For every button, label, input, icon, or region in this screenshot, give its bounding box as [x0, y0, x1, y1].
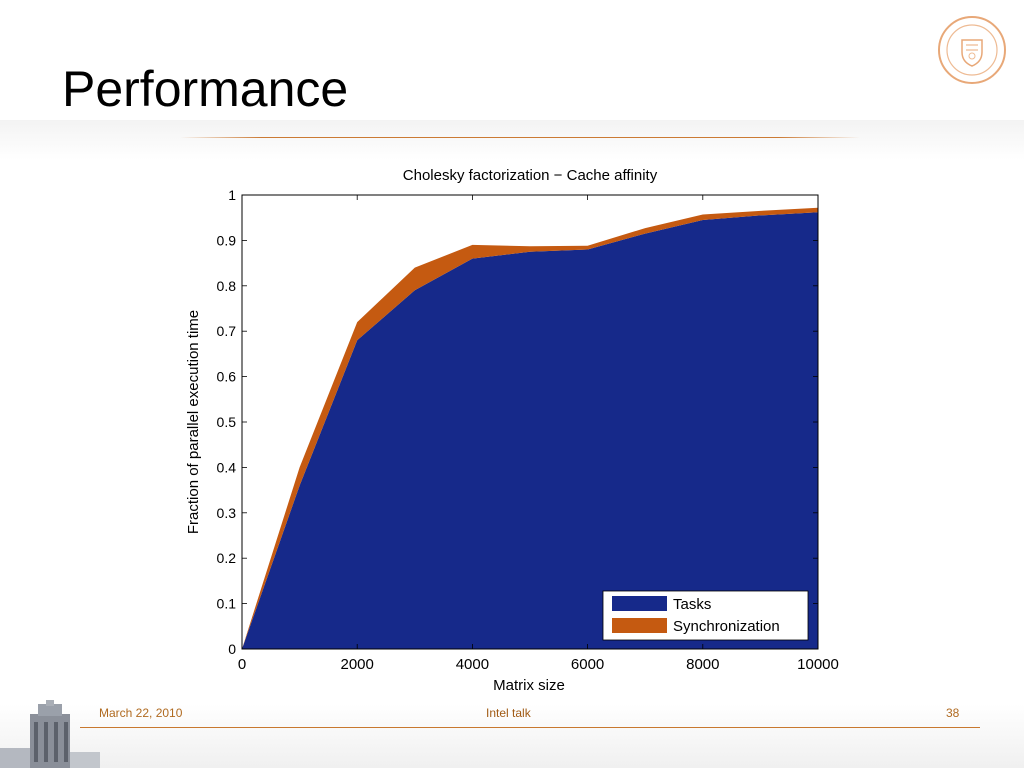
legend-swatch-synchronization [612, 618, 667, 633]
legend: Tasks Synchronization [602, 590, 809, 641]
y-tick-label: 0.4 [217, 459, 237, 475]
axes: 0 0.1 0.2 0.3 0.4 0.5 0.6 0.7 0.8 0.9 1 0 2000 4000 60… [217, 187, 839, 673]
footer-center-text: Intel talk [486, 706, 531, 720]
area-layer [242, 207, 818, 650]
x-tick-label: 4000 [456, 656, 489, 673]
y-tick-label: 0.7 [217, 323, 237, 339]
x-tick-label: 6000 [571, 656, 604, 673]
x-axis-label: Matrix size [493, 677, 565, 694]
tower-icon [0, 700, 100, 768]
title-fade [0, 120, 1024, 160]
x-tick-label: 10000 [797, 656, 839, 673]
legend-swatch-tasks [612, 596, 667, 611]
y-tick-label: 1 [228, 187, 236, 203]
y-tick-label: 0.3 [217, 505, 237, 521]
x-tick-label: 2000 [341, 656, 374, 673]
chart: Cholesky factorization − Cache affinity … [185, 167, 839, 694]
y-axis-label: Fraction of parallel execution time [185, 310, 202, 534]
footer-band [0, 704, 1024, 768]
y-tick-label: 0.8 [217, 278, 237, 294]
chart-title: Cholesky factorization − Cache affinity [403, 167, 658, 184]
y-tick-label: 0.9 [217, 232, 237, 248]
y-tick-label: 0 [228, 641, 236, 657]
y-tick-label: 0.1 [217, 596, 237, 612]
x-tick-label: 0 [238, 656, 246, 673]
x-tick-label: 8000 [686, 656, 719, 673]
legend-label-tasks: Tasks [673, 596, 711, 613]
footer-divider [80, 727, 980, 728]
page-number: 38 [946, 706, 960, 720]
title-divider [180, 137, 860, 138]
area-tasks [242, 212, 818, 650]
y-tick-label: 0.6 [217, 369, 237, 385]
legend-label-synchronization: Synchronization [673, 618, 780, 635]
y-tick-label: 0.5 [217, 414, 237, 430]
y-tick-label: 0.2 [217, 550, 237, 566]
university-seal-icon [938, 16, 1006, 84]
slide-title: Performance [62, 61, 349, 117]
footer-date: March 22, 2010 [99, 706, 183, 720]
